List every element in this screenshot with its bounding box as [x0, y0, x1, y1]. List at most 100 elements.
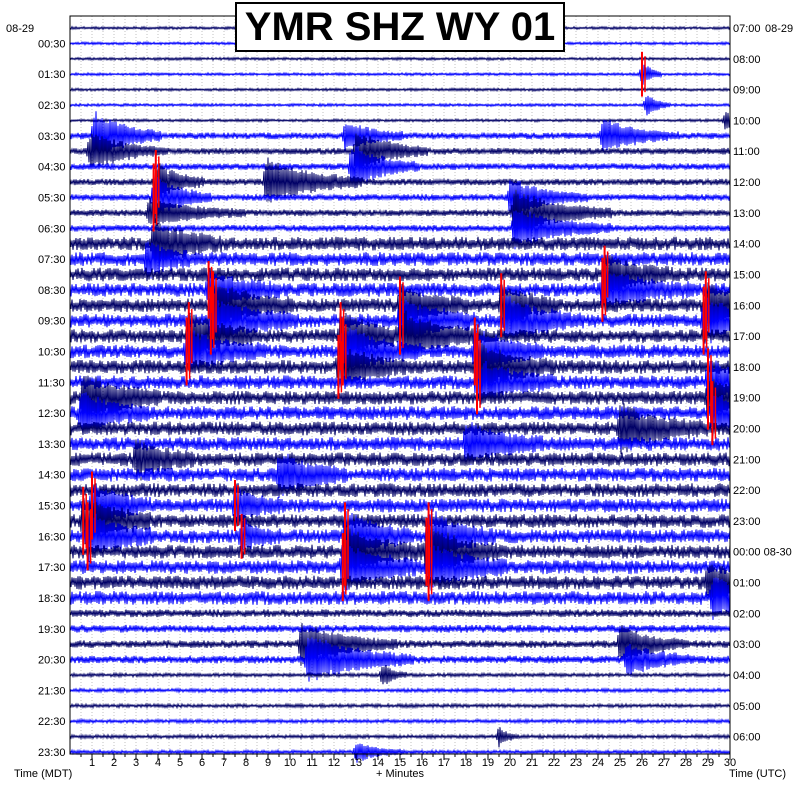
seismic-trace: [69, 157, 731, 203]
x-tick-label: 19: [482, 757, 494, 769]
right-time-label: 05:00: [733, 701, 761, 713]
right-time-label: 17:00: [733, 331, 761, 343]
right-time-label: 15:00: [733, 269, 761, 281]
right-time-label: 22:00: [733, 485, 761, 497]
left-time-label: 08:30: [38, 285, 66, 297]
x-tick-label: 16: [416, 757, 428, 769]
left-time-label: 14:30: [38, 470, 66, 482]
x-tick-label: 9: [265, 757, 271, 769]
seismic-trace: [69, 484, 731, 529]
seismic-trace: [69, 56, 731, 62]
seismic-trace: [69, 403, 731, 455]
seismic-trace: [69, 727, 731, 748]
x-tick-label: 23: [570, 757, 582, 769]
x-tick-label: 5: [177, 757, 183, 769]
left-time-label: 09:30: [38, 316, 66, 328]
seismic-traces: [69, 25, 731, 763]
left-time-label: 05:30: [38, 192, 66, 204]
right-time-label: 21:00: [733, 454, 761, 466]
seismic-trace: [69, 483, 731, 498]
seismic-trace: [69, 525, 731, 579]
x-tick-label: 24: [592, 757, 604, 769]
left-time-label: 00:30: [38, 38, 66, 50]
x-tick-labels: 1 2 3 4 5 6 7 8 9 10 11 12 13 14 15 16 17 18 19 20 21 22 23 24 2…: [89, 757, 736, 769]
axis-ticks: [80, 754, 731, 760]
right-time-label: 00:00 08-30: [733, 547, 792, 559]
left-axis-title: Time (MDT): [14, 768, 72, 780]
right-time-label: 20:00: [733, 424, 761, 436]
x-tick-label: 14: [372, 757, 384, 769]
right-time-label: 13:00: [733, 208, 761, 220]
seismic-trace: [69, 496, 731, 545]
left-time-label: 19:30: [38, 624, 66, 636]
left-time-label: 17:30: [38, 562, 66, 574]
seismic-trace: [69, 112, 731, 130]
left-time-labels: 00:30 01:30 02:30 03:30 04:30 05:30 06:30 07:30…: [38, 38, 66, 759]
x-axis-title: + Minutes: [376, 768, 424, 780]
x-tick-label: 15: [394, 757, 406, 769]
x-tick-label: 10: [284, 757, 296, 769]
left-time-label: 22:30: [38, 716, 66, 728]
x-tick-label: 22: [548, 757, 560, 769]
right-time-label: 14:00: [733, 239, 761, 251]
seismic-trace: [69, 210, 731, 250]
right-time-label: 10:00: [733, 115, 761, 127]
left-time-label: 01:30: [38, 69, 66, 81]
clipped-signal-marks: [82, 51, 717, 602]
seismic-trace: [69, 439, 731, 481]
seismic-trace: [69, 146, 731, 189]
seismic-trace: [69, 564, 731, 600]
right-time-label: 18:00: [733, 362, 761, 374]
x-tick-label: 27: [658, 757, 670, 769]
left-time-label: 11:30: [38, 377, 65, 389]
x-tick-label: 30: [724, 757, 736, 769]
right-time-label: 08:00: [733, 54, 761, 66]
seismic-trace: [69, 624, 731, 633]
seismic-trace: [69, 717, 731, 725]
seismic-trace: [69, 62, 731, 85]
right-time-label: 19:00: [733, 393, 761, 405]
chart-title-box: YMR SHZ WY 01: [235, 2, 565, 52]
x-tick-label: 21: [526, 757, 538, 769]
left-time-label: 02:30: [38, 100, 66, 112]
left-time-label: 16:30: [38, 531, 66, 543]
x-tick-label: 7: [221, 757, 227, 769]
right-time-label: 03:00: [733, 639, 761, 651]
x-tick-label: 29: [702, 757, 714, 769]
right-time-label: 23:00: [733, 516, 761, 528]
seismic-trace: [69, 577, 731, 620]
right-time-label: 07:00: [733, 23, 761, 35]
x-tick-label: 1: [89, 757, 95, 769]
seismic-trace: [69, 623, 731, 666]
x-tick-label: 12: [328, 757, 340, 769]
left-time-label: 18:30: [38, 593, 66, 605]
x-tick-label: 6: [199, 757, 205, 769]
x-tick-label: 13: [350, 757, 362, 769]
left-time-label: 20:30: [38, 655, 66, 667]
left-time-label: 06:30: [38, 223, 66, 235]
seismic-trace: [69, 254, 731, 297]
x-tick-label: 18: [460, 757, 472, 769]
seismic-trace: [69, 422, 731, 465]
right-time-label: 01:00: [733, 578, 761, 590]
right-time-label: 12:00: [733, 177, 761, 189]
x-tick-label: 8: [243, 757, 249, 769]
x-tick-label: 26: [636, 757, 648, 769]
right-time-labels: 07:00 08:00 09:00 10:00 11:00 12:00 13:00 14:00…: [733, 23, 792, 744]
x-tick-label: 28: [680, 757, 692, 769]
left-time-label: 03:30: [38, 131, 66, 143]
left-time-label: 21:30: [38, 685, 66, 697]
x-tick-label: 11: [306, 757, 317, 769]
seismic-trace: [69, 189, 731, 233]
seismic-trace: [69, 511, 731, 563]
right-date-label: 08-29: [765, 23, 793, 35]
right-time-label: 09:00: [733, 85, 761, 97]
x-tick-label: 17: [438, 757, 450, 769]
left-date-label: 08-29: [6, 23, 34, 35]
seismic-trace: [69, 702, 731, 710]
seismic-trace: [69, 453, 731, 499]
x-tick-label: 2: [111, 757, 117, 769]
right-time-label: 11:00: [733, 146, 760, 158]
right-time-label: 04:00: [733, 670, 761, 682]
